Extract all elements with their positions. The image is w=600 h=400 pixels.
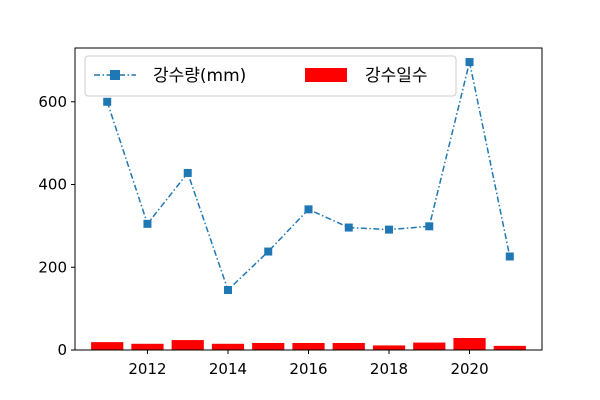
rainfall-point (183, 168, 192, 177)
y-axis: 0 200 400 600 (38, 93, 75, 359)
rainfall-point (103, 97, 112, 106)
bar-rain-days (252, 342, 285, 350)
rainfall-point (505, 252, 514, 261)
rainfall-point (425, 222, 434, 231)
bar-rain-days (493, 345, 526, 350)
rainfall-point (465, 58, 474, 67)
rainfall-point (223, 286, 232, 295)
rainfall-point (264, 247, 273, 256)
rainfall-line (106, 61, 511, 292)
bars-layer (91, 338, 526, 350)
bar-rain-days (171, 340, 204, 350)
legend-bar-swatch (305, 68, 347, 82)
x-tick-label: 2014 (209, 360, 247, 378)
y-tick-label: 600 (38, 93, 67, 111)
bar-rain-days (332, 342, 365, 350)
x-axis: 2012 2014 2016 2018 2020 (128, 350, 489, 378)
legend-marker-swatch (110, 70, 120, 80)
x-tick-label: 2012 (128, 360, 166, 378)
x-tick-label: 2020 (450, 360, 488, 378)
line-layer (103, 58, 514, 295)
legend: 강수량(mm) 강수일수 (84, 55, 457, 97)
bar-rain-days (292, 342, 325, 350)
rainfall-point (344, 223, 353, 232)
bar-rain-days (91, 342, 124, 350)
bar-rain-days (413, 342, 446, 350)
x-tick-label: 2018 (370, 360, 408, 378)
y-tick-label: 400 (38, 176, 67, 194)
rainfall-point (385, 225, 394, 234)
bar-rain-days (372, 345, 406, 350)
bar-rain-days (453, 338, 486, 350)
y-tick-label: 0 (57, 341, 67, 359)
x-tick-label: 2016 (289, 360, 327, 378)
legend-label-rainfall: 강수량(mm) (153, 66, 246, 86)
bar-rain-days (131, 343, 164, 350)
y-tick-label: 200 (38, 258, 67, 276)
rainfall-point (304, 205, 313, 214)
legend-frame (84, 55, 457, 97)
bar-rain-days (211, 343, 245, 350)
legend-label-rain-days: 강수일수 (365, 66, 428, 86)
rainfall-point (143, 219, 152, 228)
